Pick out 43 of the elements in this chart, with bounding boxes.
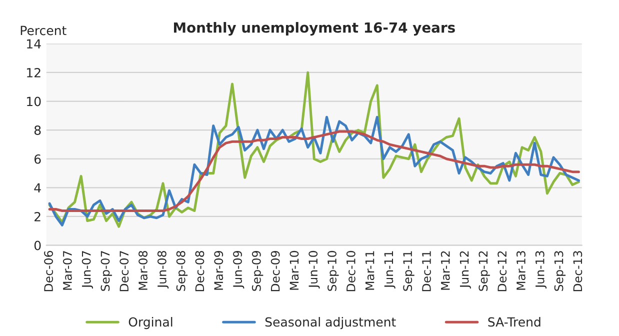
x-tick-label: Sep-07 — [100, 251, 112, 291]
y-axis-title: Percent — [20, 26, 66, 36]
x-tick-label: Dec-09 — [270, 250, 280, 292]
x-tick-label: Sep-12 — [478, 251, 490, 291]
legend-label: Orginal — [128, 317, 172, 330]
x-tick-label: Mar-11 — [365, 251, 374, 290]
y-tick-label: 8 — [34, 126, 41, 136]
legend-label: SA-Trend — [488, 317, 540, 327]
line-series — [48, 130, 580, 212]
x-tick-label: Sep-11 — [403, 251, 414, 291]
x-tick-label: Dec-11 — [422, 251, 431, 292]
y-tick-label: 10 — [27, 96, 41, 106]
x-tick-label: Dec-13 — [573, 251, 582, 292]
x-tick-label: Dec-06 — [44, 250, 53, 292]
x-tick-label: Mar-10 — [290, 250, 299, 290]
x-tick-label: Sep-10 — [328, 250, 339, 291]
y-tick-label: 4 — [34, 183, 41, 192]
y-tick-label: 14 — [27, 39, 41, 48]
x-tick-label: Jun-11 — [384, 251, 396, 288]
chart-title: Monthly unemployment 16-74 years — [174, 22, 455, 36]
x-tick-label: Mar-08 — [138, 250, 148, 290]
x-tick-label: Mar-12 — [440, 251, 450, 290]
x-tick-label: Jun-08 — [157, 250, 169, 288]
x-tick-label: Mar-09 — [214, 250, 224, 290]
y-tick-label: 2 — [34, 212, 40, 222]
legend-label: Seasonal adjustment — [265, 317, 396, 330]
y-tick-label: 12 — [27, 68, 40, 78]
x-tick-label: Dec-12 — [498, 251, 507, 292]
x-tick-label: Sep-08 — [176, 250, 188, 291]
x-tick-label: Dec-10 — [346, 250, 356, 292]
x-tick-label: Sep-13 — [554, 251, 566, 291]
y-tick-label: 6 — [34, 154, 41, 164]
x-tick-label: Sep-09 — [252, 250, 264, 291]
x-tick-label: Jun-10 — [308, 250, 320, 288]
y-tick-label: 0 — [34, 240, 41, 250]
x-tick-label: Jun-12 — [460, 251, 471, 288]
x-tick-label: Dec-08 — [195, 250, 204, 292]
x-tick-label: Jun-09 — [233, 250, 244, 288]
x-tick-label: Dec-07 — [120, 251, 129, 292]
x-tick-label: Jun-07 — [82, 251, 93, 288]
x-tick-label: Mar-07 — [62, 251, 72, 290]
x-tick-label: Jun-13 — [535, 251, 547, 288]
x-tick-label: Mar-13 — [516, 251, 526, 290]
